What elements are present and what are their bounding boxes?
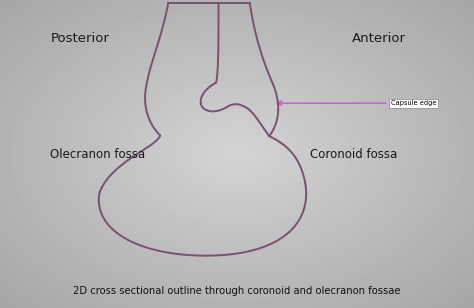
- Text: Posterior: Posterior: [51, 32, 110, 45]
- Text: 2D cross sectional outline through coronoid and olecranon fossae: 2D cross sectional outline through coron…: [73, 286, 401, 296]
- Text: Anterior: Anterior: [352, 32, 406, 45]
- Text: Capsule edge: Capsule edge: [391, 100, 437, 106]
- Text: Olecranon fossa: Olecranon fossa: [50, 148, 145, 160]
- Text: Coronoid fossa: Coronoid fossa: [310, 148, 397, 160]
